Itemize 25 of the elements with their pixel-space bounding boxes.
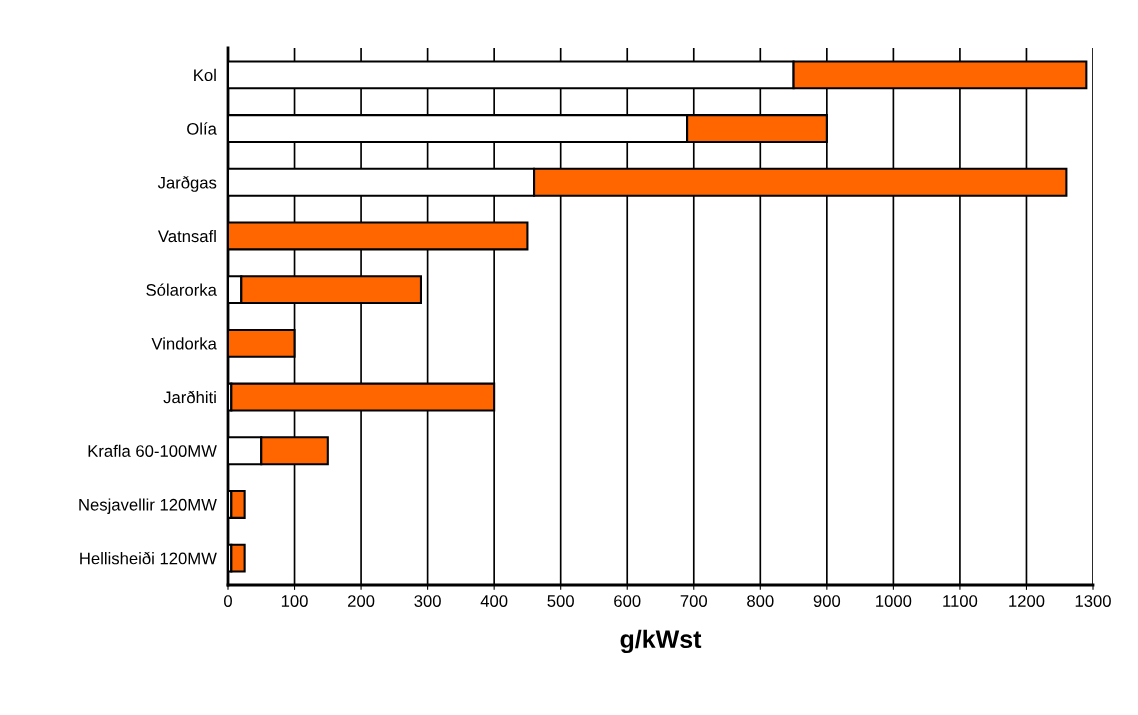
x-axis-title: g/kWst bbox=[620, 629, 702, 654]
y-tick-label: Jarðhiti bbox=[163, 390, 216, 404]
x-tick-label: 700 bbox=[680, 595, 708, 607]
y-tick-label: Jarðgas bbox=[157, 176, 217, 192]
x-tick-label: 900 bbox=[813, 595, 841, 607]
y-tick-label: Hellisheiði 120MW bbox=[80, 551, 217, 565]
y-tick-label: Kol bbox=[194, 68, 216, 82]
y-tick-label: Nesjavellir 120MW bbox=[79, 498, 217, 514]
y-tick-label: Krafla 60-100MW bbox=[88, 444, 217, 457]
x-tick-label: 600 bbox=[614, 595, 641, 607]
x-tick-label: 1200 bbox=[1009, 595, 1045, 607]
x-tick-label: 1300 bbox=[1075, 595, 1111, 607]
x-tick-label: 200 bbox=[348, 595, 375, 607]
x-tick-label: 500 bbox=[547, 595, 574, 607]
x-tick-label: 1000 bbox=[876, 595, 912, 607]
x-tick-label: 1100 bbox=[943, 595, 978, 607]
y-tick-label: Vindorka bbox=[151, 337, 217, 350]
x-tick-label: 300 bbox=[414, 595, 441, 607]
x-tick-label: 400 bbox=[480, 595, 508, 607]
x-tick-label: 0 bbox=[224, 595, 232, 607]
y-tick-label: Sólarorka bbox=[146, 283, 217, 296]
x-tick-label: 800 bbox=[747, 595, 774, 607]
y-tick-label: Olía bbox=[187, 122, 217, 135]
y-tick-label: Vatnsafl bbox=[157, 229, 216, 243]
x-tick-label: 100 bbox=[281, 595, 308, 607]
